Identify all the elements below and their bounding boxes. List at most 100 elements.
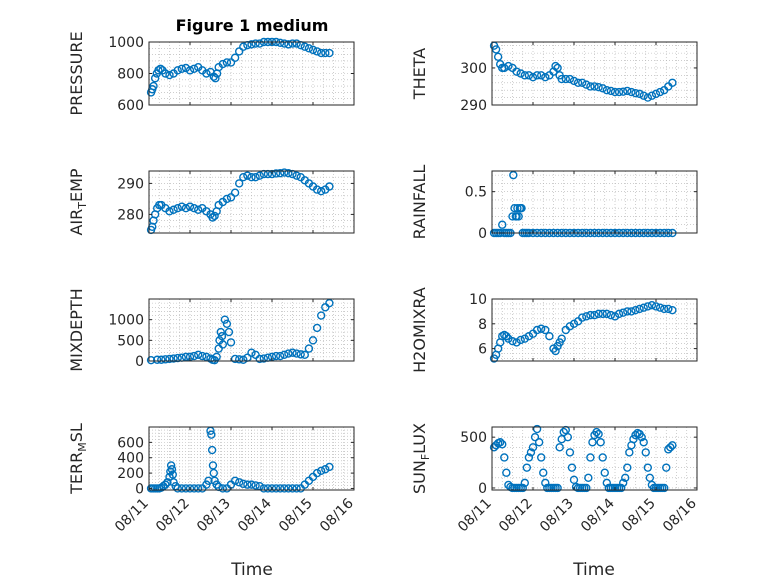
data-point [167, 465, 177, 474]
data-markers [489, 424, 677, 493]
data-point [502, 468, 511, 477]
x-tick-label: 08/16 [317, 495, 357, 535]
data-point [528, 443, 538, 452]
data-point [292, 484, 301, 493]
data-point [512, 67, 521, 76]
data-point [207, 445, 217, 455]
x-tick-label: 08/16 [660, 495, 700, 535]
data-point [573, 78, 583, 87]
data-point [598, 453, 607, 462]
data-point [208, 213, 217, 222]
data-markers [146, 426, 334, 493]
data-point [189, 484, 199, 493]
data-point [317, 186, 326, 196]
x-tick-label: 08/12 [153, 496, 193, 536]
data-point [557, 74, 566, 84]
data-point [251, 39, 260, 48]
data-point [163, 478, 172, 487]
figure-title: Figure 1 medium [176, 16, 329, 35]
data-point [149, 81, 158, 91]
data-point [496, 438, 505, 447]
y-tick-label: 0 [135, 481, 144, 497]
data-point [317, 48, 326, 58]
data-point [284, 168, 293, 178]
data-point [247, 172, 256, 182]
data-markers [489, 301, 677, 363]
data-point [292, 171, 301, 180]
data-point [512, 338, 521, 347]
data-point [234, 179, 244, 188]
x-axis-label-right: Time [572, 560, 615, 580]
data-point [537, 453, 546, 462]
data-point [651, 302, 661, 311]
data-point [594, 83, 603, 92]
data-point [284, 40, 293, 49]
data-point [493, 52, 503, 62]
data-point [276, 38, 285, 47]
data-point [526, 448, 536, 457]
data-point [189, 64, 199, 73]
data-point [498, 220, 507, 229]
data-point [288, 348, 297, 357]
data-point [555, 443, 564, 452]
data-point [300, 42, 309, 51]
data-point [222, 319, 232, 328]
data-point [539, 468, 548, 477]
data-point [271, 484, 281, 493]
data-point [517, 203, 526, 213]
data-point [212, 352, 221, 362]
x-tick-label: 08/12 [496, 496, 536, 536]
data-point [614, 87, 624, 97]
data-point [532, 424, 542, 434]
data-point [193, 205, 203, 214]
y-tick-label: 600 [117, 435, 144, 451]
data-point [551, 61, 560, 71]
data-point [668, 441, 677, 450]
data-point [169, 354, 178, 363]
data-point [619, 478, 628, 488]
data-point [300, 350, 309, 359]
data-point [243, 480, 252, 489]
data-point [304, 44, 314, 53]
y-tick-label: 280 [117, 207, 144, 223]
data-point [296, 350, 305, 359]
data-point [578, 313, 587, 322]
data-point [177, 202, 187, 211]
data-point [643, 93, 652, 102]
data-point [668, 305, 677, 315]
data-point [185, 66, 195, 75]
data-point [226, 338, 236, 347]
x-tick-label: 08/15 [619, 496, 659, 536]
data-point [532, 325, 542, 335]
data-point [520, 71, 529, 80]
data-point [255, 171, 264, 180]
data-point [189, 203, 199, 213]
data-point [161, 480, 170, 489]
data-point [508, 212, 517, 221]
data-point [504, 334, 513, 343]
y-tick-label: 290 [117, 176, 144, 192]
data-point [247, 40, 256, 49]
subplot-sun-flux: 0 500 SUNFLUX 08/11 08/12 08/13 08/14 08/15 08/1… [410, 423, 700, 535]
data-point [524, 453, 534, 462]
data-point [582, 312, 591, 321]
data-point [651, 89, 661, 99]
data-point [596, 438, 605, 447]
data-point [582, 80, 591, 89]
data-point [161, 69, 170, 78]
data-point [567, 463, 577, 472]
data-point [271, 351, 281, 361]
data-point [627, 87, 636, 97]
data-point [518, 483, 527, 493]
data-point [635, 89, 644, 99]
data-point [619, 87, 628, 96]
data-point [230, 476, 240, 485]
data-point [647, 91, 657, 100]
data-point [220, 315, 230, 324]
data-point [325, 48, 334, 58]
data-point [271, 169, 281, 178]
x-tick-label: 08/14 [235, 495, 275, 535]
data-point [616, 483, 626, 493]
subplot-rainfall: 0 0.5 RAINFALL [410, 165, 698, 242]
